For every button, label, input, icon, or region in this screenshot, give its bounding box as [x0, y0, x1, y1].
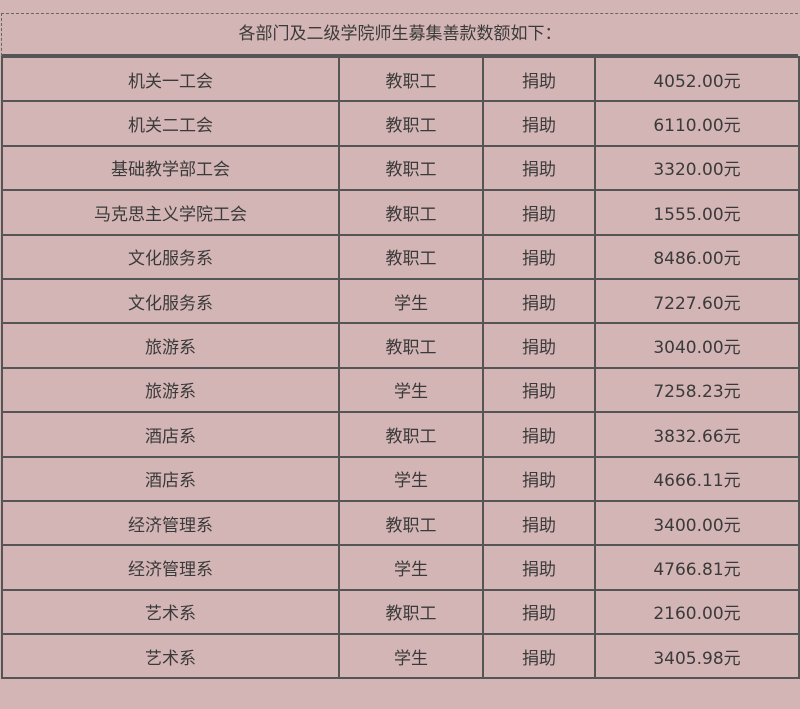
department-cell: 旅游系	[1, 322, 340, 369]
amount-cell: 3400.00元	[594, 499, 800, 547]
group-cell: 教职工	[338, 189, 484, 236]
type-cell: 捐助	[482, 588, 596, 636]
group-cell: 学生	[338, 455, 484, 502]
group-cell: 教职工	[338, 411, 484, 458]
table-row: 机关一工会 教职工 捐助 4052.00元	[1, 55, 800, 103]
department-cell: 机关二工会	[1, 100, 340, 147]
table-row: 经济管理系 教职工 捐助 3400.00元	[1, 499, 800, 547]
department-cell: 文化服务系	[1, 233, 340, 280]
donation-table-container: 各部门及二级学院师生募集善款数额如下： 机关一工会 教职工 捐助 4052.00元 机关…	[1, 13, 800, 680]
group-cell: 教职工	[338, 588, 484, 636]
type-cell: 捐助	[482, 366, 596, 414]
table-row: 艺术系 教职工 捐助 2160.00元	[1, 588, 800, 636]
type-cell: 捐助	[482, 544, 596, 591]
table-row: 艺术系 学生 捐助 3405.98元	[1, 633, 800, 680]
type-cell: 捐助	[482, 144, 596, 192]
department-cell: 酒店系	[1, 411, 340, 458]
amount-cell: 7227.60元	[594, 277, 800, 325]
department-cell: 基础教学部工会	[1, 144, 340, 192]
amount-cell: 1555.00元	[594, 189, 800, 236]
table-row: 基础教学部工会 教职工 捐助 3320.00元	[1, 144, 800, 192]
group-cell: 学生	[338, 544, 484, 591]
group-cell: 教职工	[338, 233, 484, 280]
table-row: 旅游系 教职工 捐助 3040.00元	[1, 322, 800, 369]
department-cell: 艺术系	[1, 633, 340, 680]
department-cell: 酒店系	[1, 455, 340, 502]
group-cell: 教职工	[338, 499, 484, 547]
donation-table: 机关一工会 教职工 捐助 4052.00元 机关二工会 教职工 捐助 6110.00元 基础教学…	[1, 55, 800, 680]
group-cell: 教职工	[338, 100, 484, 147]
group-cell: 教职工	[338, 55, 484, 103]
group-cell: 学生	[338, 366, 484, 414]
type-cell: 捐助	[482, 411, 596, 458]
department-cell: 旅游系	[1, 366, 340, 414]
amount-cell: 4766.81元	[594, 544, 800, 591]
group-cell: 教职工	[338, 322, 484, 369]
amount-cell: 7258.23元	[594, 366, 800, 414]
table-row: 机关二工会 教职工 捐助 6110.00元	[1, 100, 800, 147]
type-cell: 捐助	[482, 455, 596, 502]
amount-cell: 3040.00元	[594, 322, 800, 369]
department-cell: 艺术系	[1, 588, 340, 636]
amount-cell: 6110.00元	[594, 100, 800, 147]
amount-cell: 3832.66元	[594, 411, 800, 458]
type-cell: 捐助	[482, 100, 596, 147]
table-row: 文化服务系 教职工 捐助 8486.00元	[1, 233, 800, 280]
type-cell: 捐助	[482, 633, 596, 680]
department-cell: 经济管理系	[1, 544, 340, 591]
group-cell: 学生	[338, 277, 484, 325]
table-row: 文化服务系 学生 捐助 7227.60元	[1, 277, 800, 325]
amount-cell: 4052.00元	[594, 55, 800, 103]
table-row: 马克思主义学院工会 教职工 捐助 1555.00元	[1, 189, 800, 236]
table-row: 酒店系 学生 捐助 4666.11元	[1, 455, 800, 502]
department-cell: 经济管理系	[1, 499, 340, 547]
type-cell: 捐助	[482, 277, 596, 325]
department-cell: 马克思主义学院工会	[1, 189, 340, 236]
type-cell: 捐助	[482, 55, 596, 103]
table-row: 经济管理系 学生 捐助 4766.81元	[1, 544, 800, 591]
amount-cell: 3405.98元	[594, 633, 800, 680]
table-title: 各部门及二级学院师生募集善款数额如下：	[2, 14, 798, 56]
amount-cell: 8486.00元	[594, 233, 800, 280]
type-cell: 捐助	[482, 189, 596, 236]
department-cell: 文化服务系	[1, 277, 340, 325]
department-cell: 机关一工会	[1, 55, 340, 103]
amount-cell: 4666.11元	[594, 455, 800, 502]
amount-cell: 2160.00元	[594, 588, 800, 636]
type-cell: 捐助	[482, 233, 596, 280]
type-cell: 捐助	[482, 322, 596, 369]
table-row: 酒店系 教职工 捐助 3832.66元	[1, 411, 800, 458]
table-row: 旅游系 学生 捐助 7258.23元	[1, 366, 800, 414]
group-cell: 学生	[338, 633, 484, 680]
group-cell: 教职工	[338, 144, 484, 192]
amount-cell: 3320.00元	[594, 144, 800, 192]
type-cell: 捐助	[482, 499, 596, 547]
